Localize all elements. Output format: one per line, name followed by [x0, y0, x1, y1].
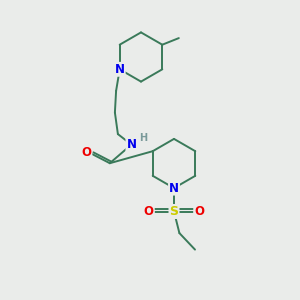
- Text: N: N: [115, 63, 125, 76]
- Text: S: S: [169, 205, 178, 218]
- Text: N: N: [169, 182, 179, 195]
- Text: N: N: [126, 138, 136, 151]
- Text: H: H: [139, 133, 147, 143]
- Text: O: O: [144, 205, 154, 218]
- Text: O: O: [81, 146, 92, 159]
- Text: O: O: [194, 205, 204, 218]
